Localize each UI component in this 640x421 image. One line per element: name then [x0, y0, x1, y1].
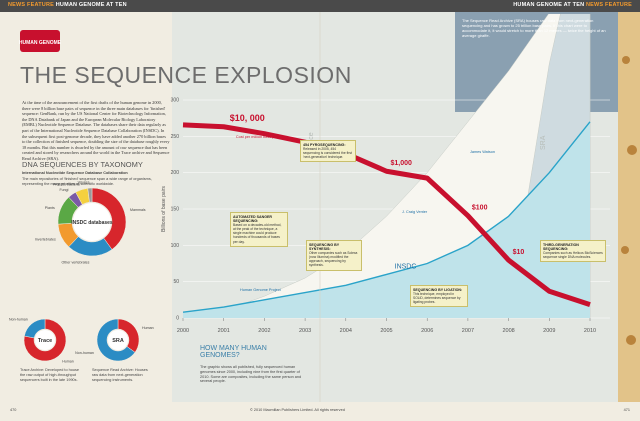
copyright: © 2010 Macmillan Publishers Limited. All… — [250, 408, 345, 412]
donut-label: Other vertebrates — [62, 260, 90, 264]
annotation-title: 454 PYROSEQUENCING: — [303, 143, 346, 147]
annotation: 454 PYROSEQUENCING: Released in 2005, 454… — [300, 140, 356, 163]
annotation: AUTOMATED SANGER SEQUENCING: Based on a d… — [230, 212, 288, 247]
cost-label: $100 — [472, 205, 488, 212]
header-bar — [0, 0, 640, 12]
annotation-text: Based on a decades-old method, at the pe… — [233, 223, 282, 244]
annotation: SEQUENCING BY LIGATION: This technique, e… — [410, 285, 468, 308]
x-tick-label: 2010 — [584, 328, 596, 334]
cost-label: $1,000 — [391, 160, 413, 167]
x-tick-label: 2006 — [421, 328, 433, 334]
page-number: 471 — [623, 408, 630, 412]
giraffe-spot — [627, 145, 637, 155]
event-label: Human Genome Project — [240, 288, 281, 292]
annotation-title: SEQUENCING BY SYNTHESIS: — [309, 243, 340, 252]
donut-label: Fungi — [59, 188, 68, 192]
topic: HUMAN GENOME AT TEN — [55, 2, 127, 8]
donut-label: Plants — [45, 206, 55, 210]
annotation: SEQUENCING BY SYNTHESIS: Other companies … — [306, 240, 362, 271]
series-label: INSDC — [395, 263, 417, 270]
annotation: THIRD-GENERATION SEQUENCING: Companies su… — [540, 240, 606, 263]
footer-bar — [0, 402, 640, 421]
sra-box-text: The Sequence Read Archive (SRA) houses r… — [462, 18, 606, 38]
series-area — [183, 121, 590, 318]
donut-label: Human — [62, 359, 74, 363]
topic: HUMAN GENOME AT TEN — [513, 2, 585, 8]
section-heading: DNA SEQUENCES BY TAXONOMY — [22, 160, 143, 169]
annotation-text: Companies such as Helicos BioSciences se… — [543, 251, 603, 260]
x-tick-label: 2009 — [543, 328, 555, 334]
logo: HUMAN GENOME — [19, 40, 62, 46]
cost-line — [182, 122, 591, 307]
x-tick-label: 2007 — [462, 328, 474, 334]
giraffe — [618, 12, 640, 402]
y-tick-label: 250 — [171, 134, 180, 140]
y-tick-label: 200 — [171, 170, 180, 176]
section-label: NEWS FEATURE — [8, 2, 54, 8]
donut-label: Invertebrates — [35, 238, 56, 242]
donut-charts: Mammals Other vertebrates Invertebrates Pla… — [9, 181, 154, 364]
donut-label: Human — [142, 326, 154, 330]
donut-name: INSDC databases — [71, 220, 113, 226]
y-axis-label: Billions of base pairs — [161, 186, 167, 232]
trace-note: Trace Archive: Developed to house the ra… — [20, 368, 79, 382]
giraffe-spot — [626, 335, 636, 345]
logo-badge — [20, 30, 60, 52]
donut-label: Mammals — [130, 208, 146, 212]
giraffe-spot — [621, 246, 629, 254]
header-right: HUMAN GENOME AT TEN NEWS FEATURE — [513, 2, 632, 8]
donut-label: Viruses — [78, 181, 90, 185]
x-tick-label: 2003 — [299, 328, 311, 334]
x-tick-label: 2001 — [218, 328, 230, 334]
x-tick-label: 2004 — [340, 328, 352, 334]
donut-name: SRA — [112, 338, 124, 344]
page-title: THE SEQUENCE EXPLOSION — [20, 62, 352, 88]
y-tick-label: 50 — [173, 279, 179, 285]
donut-label: Protists, bacteria — [53, 182, 80, 186]
cost-series-name: Cost per million base pairs — [236, 135, 281, 139]
donut-hole — [108, 330, 128, 350]
series-line — [183, 121, 591, 313]
y-tick-label: 0 — [176, 316, 179, 322]
donut-slice — [23, 318, 67, 362]
x-tick-label: 2000 — [177, 328, 189, 334]
annotation-text: This technique, employed in SOLiD, deter… — [413, 292, 461, 305]
event-label: James Watson — [470, 150, 495, 154]
donut-slice — [24, 318, 46, 339]
donut-hole — [73, 203, 111, 241]
annotation-text: Released in 2005, 454 sequencing is cons… — [303, 147, 352, 160]
section-label: NEWS FEATURE — [586, 2, 632, 8]
intro-text: At the time of the announcement of the f… — [22, 100, 170, 161]
event-label: J. Craig Venter — [402, 210, 428, 214]
y-tick-label: 100 — [171, 243, 180, 249]
donut-hole — [35, 330, 55, 350]
x-tick-label: 2005 — [380, 328, 392, 334]
donut-label: Non-human — [9, 318, 28, 322]
x-tick-label: 2002 — [258, 328, 270, 334]
y-tick-label: 150 — [171, 207, 180, 213]
series-label: SRA — [540, 135, 547, 150]
cost-label: $10 — [513, 249, 525, 256]
giraffe-spot — [622, 56, 630, 64]
annotation-title: THIRD-GENERATION SEQUENCING: — [543, 243, 579, 252]
cost-label: $10, 000 — [230, 113, 265, 123]
header-left: NEWS FEATURE HUMAN GENOME AT TEN — [8, 2, 127, 8]
y-tick-label: 300 — [171, 98, 180, 104]
donut-slice — [87, 187, 93, 203]
donut-name: Trace — [38, 338, 52, 344]
sra-note: Sequence Read Archive: Houses raw data f… — [92, 368, 148, 382]
page-number: 470 — [10, 408, 17, 412]
annotation-text: Other companies such as Solexa (now Illu… — [309, 251, 358, 268]
annotation-title: SEQUENCING BY LIGATION: — [413, 288, 463, 292]
annotation-title: AUTOMATED SANGER SEQUENCING: — [233, 215, 272, 224]
x-tick-label: 2008 — [502, 328, 514, 334]
section-heading: HOW MANY HUMAN GENOMES? — [200, 345, 267, 359]
subheading: International Nucleotide Sequence Databa… — [22, 171, 128, 175]
donut-slice — [96, 318, 136, 362]
caption: The main repositories of 'finished' sequ… — [22, 177, 152, 186]
bottom-text: The graphic shows all published, fully s… — [200, 365, 302, 384]
donut-label: Non-human — [75, 351, 94, 355]
